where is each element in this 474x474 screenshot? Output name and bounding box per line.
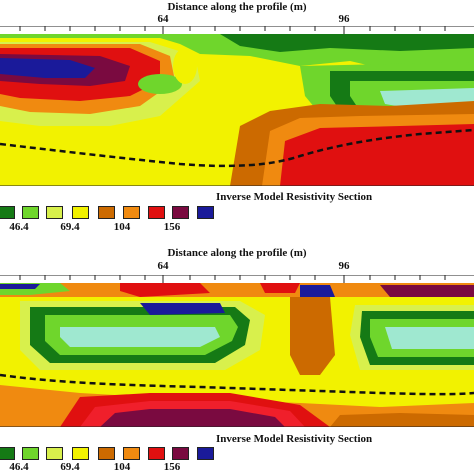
legend-swatch: [72, 447, 89, 460]
legend-swatch: [46, 206, 63, 219]
legend-swatch: [98, 447, 115, 460]
x-tick-label: 64: [157, 260, 169, 272]
legend-swatch: [123, 206, 140, 219]
legend-label: 156: [163, 221, 181, 233]
x-tick-label: 96: [338, 260, 350, 272]
axis-title: Distance along the profile (m): [167, 247, 307, 259]
legend-label: 69.4: [60, 461, 80, 473]
legend-swatch: [22, 206, 39, 219]
x-tick-label: 96: [338, 13, 350, 25]
legend-label: 69.4: [60, 221, 80, 233]
resistivity-panel-bottom: Distance along the profile (m) 64 96: [0, 247, 474, 474]
legend-swatch: [0, 447, 15, 460]
legend-label: 156: [163, 461, 181, 473]
x-tick-label: 64: [157, 13, 169, 25]
legend-swatch: [0, 206, 15, 219]
axis-title: Distance along the profile (m): [167, 1, 307, 13]
resistivity-panel-top: Distance along the profile (m) 64 96: [0, 0, 474, 233]
legend-swatch: [148, 206, 165, 219]
resistivity-section-top: [0, 26, 474, 186]
legend-label: 46.4: [9, 461, 29, 473]
legend-label: 104: [113, 461, 131, 473]
legend-swatch: [197, 447, 214, 460]
legend-swatch: [72, 206, 89, 219]
section-label: Inverse Model Resistivity Section: [216, 191, 373, 203]
legend-swatch: [197, 206, 214, 219]
legend-label: 104: [113, 221, 131, 233]
section-label: Inverse Model Resistivity Section: [216, 433, 373, 445]
legend-swatch: [22, 447, 39, 460]
resistivity-section-bottom: [0, 275, 474, 427]
legend-swatch: [46, 447, 63, 460]
legend-swatch: [172, 206, 189, 219]
legend-swatch: [172, 447, 189, 460]
legend-swatch: [148, 447, 165, 460]
legend-swatch: [123, 447, 140, 460]
legend-swatch: [98, 206, 115, 219]
legend-label: 46.4: [9, 221, 29, 233]
